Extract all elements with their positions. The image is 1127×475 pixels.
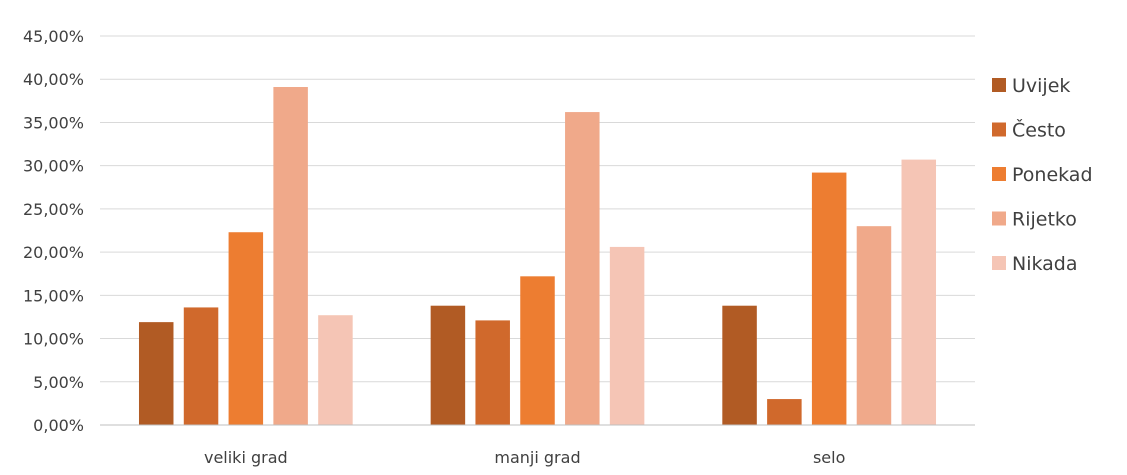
x-axis: veliki grad manji grad selo — [100, 424, 975, 467]
y-tick-label: 35,00% — [23, 113, 84, 132]
y-tick-label: 15,00% — [23, 286, 84, 305]
x-category-label: veliki grad — [204, 448, 288, 467]
bar-ponekad-3 — [811, 172, 847, 425]
y-tick-label: 25,00% — [23, 200, 84, 219]
y-tick-label: 30,00% — [23, 157, 84, 176]
legend-swatch — [992, 122, 1006, 137]
bar-rijetko-1 — [273, 87, 308, 425]
legend-swatch — [992, 211, 1006, 226]
bar-često-1 — [183, 307, 219, 425]
bar-ponekad-1 — [228, 232, 264, 425]
legend-swatch — [992, 167, 1006, 181]
legend-label: Nikada — [1012, 253, 1078, 275]
bar-rijetko-2 — [565, 112, 600, 426]
legend-label: Uvijek — [1012, 75, 1070, 97]
legend-swatch — [992, 256, 1006, 270]
bar-rijetko-3 — [856, 226, 892, 425]
y-tick-label: 20,00% — [23, 243, 84, 262]
x-category-label: manji grad — [494, 448, 580, 467]
y-tick-label: 0,00% — [33, 416, 84, 435]
bar-uvijek-1 — [138, 322, 174, 425]
bar-često-2 — [475, 320, 510, 425]
bar-uvijek-3 — [722, 305, 757, 425]
legend-label: Ponekad — [1012, 164, 1093, 186]
y-tick-label: 5,00% — [33, 373, 84, 392]
bar-uvijek-2 — [430, 305, 466, 425]
bars — [138, 87, 937, 426]
legend-swatch — [992, 78, 1006, 92]
legend-label: Rijetko — [1012, 209, 1077, 231]
y-tick-label: 45,00% — [23, 27, 84, 46]
bar-često-3 — [767, 399, 802, 425]
legend: Uvijek Često Ponekad Rijetko Nikada — [992, 75, 1093, 275]
y-tick-label: 10,00% — [23, 330, 84, 349]
legend-label: Često — [1012, 118, 1066, 142]
bar-nikada-3 — [901, 159, 937, 426]
y-axis-ticks: 0,00% 5,00% 10,00% 15,00% 20,00% 25,00% 30,00%… — [23, 27, 84, 435]
y-tick-label: 40,00% — [23, 70, 84, 89]
bar-ponekad-2 — [520, 276, 555, 425]
bar-nikada-1 — [318, 315, 353, 425]
x-category-label: selo — [813, 448, 845, 467]
bar-nikada-2 — [609, 246, 645, 425]
